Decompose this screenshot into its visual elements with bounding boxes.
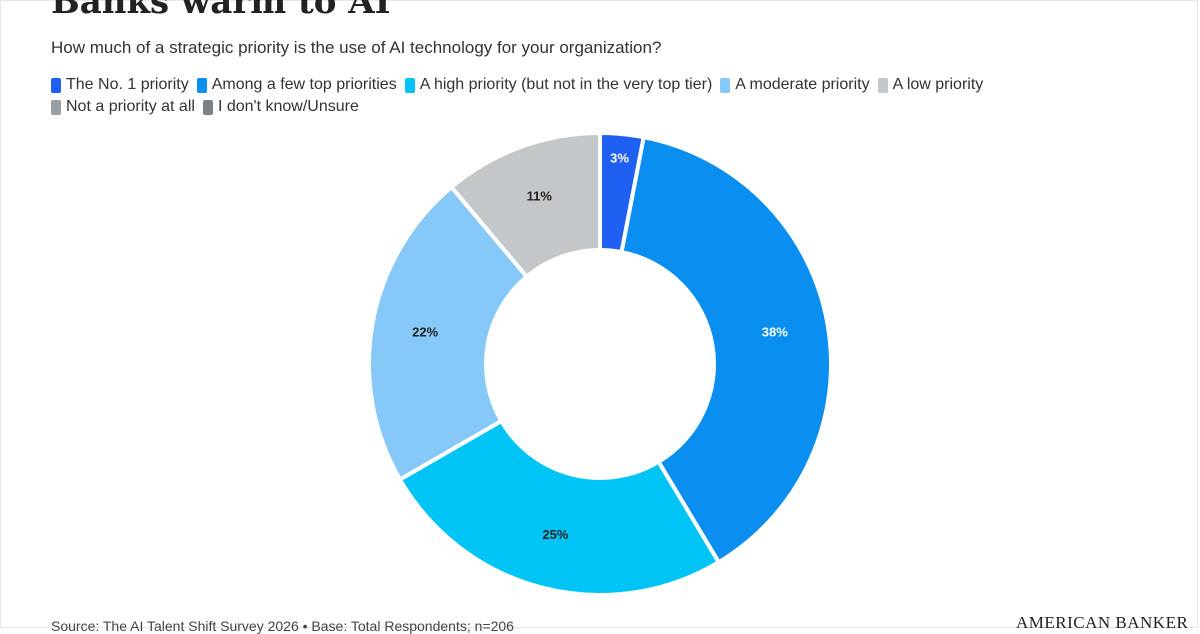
legend-swatch (196, 77, 207, 93)
legend-label: Not a priority at all (66, 98, 195, 115)
chart-title: Banks warm to AI (51, 0, 391, 22)
legend-swatch (720, 77, 731, 93)
legend-swatch (202, 99, 213, 115)
legend-swatch (51, 77, 61, 93)
donut-slice (397, 419, 721, 597)
slice-value-label: 38% (762, 325, 788, 340)
slice-value-label: 22% (412, 325, 438, 340)
legend-item: Among a few top priorities (196, 75, 397, 95)
legend-item: Not a priority at all (51, 97, 195, 117)
donut-slice (619, 135, 833, 565)
legend-item: I don't know/Unsure (202, 97, 359, 117)
legend-swatch (51, 99, 61, 115)
legend-label: A low priority (892, 76, 984, 93)
legend-label: A high priority (but not in the very top… (419, 76, 713, 93)
legend-label: Among a few top priorities (211, 76, 397, 93)
source-note: Source: The AI Talent Shift Survey 2026 … (51, 618, 514, 634)
brand-logo: AMERICAN BANKER (1016, 613, 1189, 632)
donut-slice (449, 131, 602, 279)
chart-subtitle: How much of a strategic priority is the … (51, 38, 662, 57)
slice-value-label: 11% (527, 189, 553, 204)
legend-label: A moderate priority (735, 76, 870, 93)
legend-item: A moderate priority (720, 75, 870, 95)
legend-swatch (404, 77, 415, 93)
chart-legend: The No. 1 priority Among a few top priori… (51, 75, 1111, 117)
legend-item: A low priority (877, 75, 984, 95)
legend-label: I don't know/Unsure (217, 98, 359, 115)
legend-swatch (877, 77, 888, 93)
slice-value-label: 3% (610, 150, 629, 165)
legend-item: A high priority (but not in the very top… (404, 75, 713, 95)
donut-slice (367, 185, 529, 482)
legend-label: The No. 1 priority (66, 76, 189, 93)
legend-item: The No. 1 priority (51, 75, 189, 95)
slice-value-label: 25% (542, 527, 568, 542)
